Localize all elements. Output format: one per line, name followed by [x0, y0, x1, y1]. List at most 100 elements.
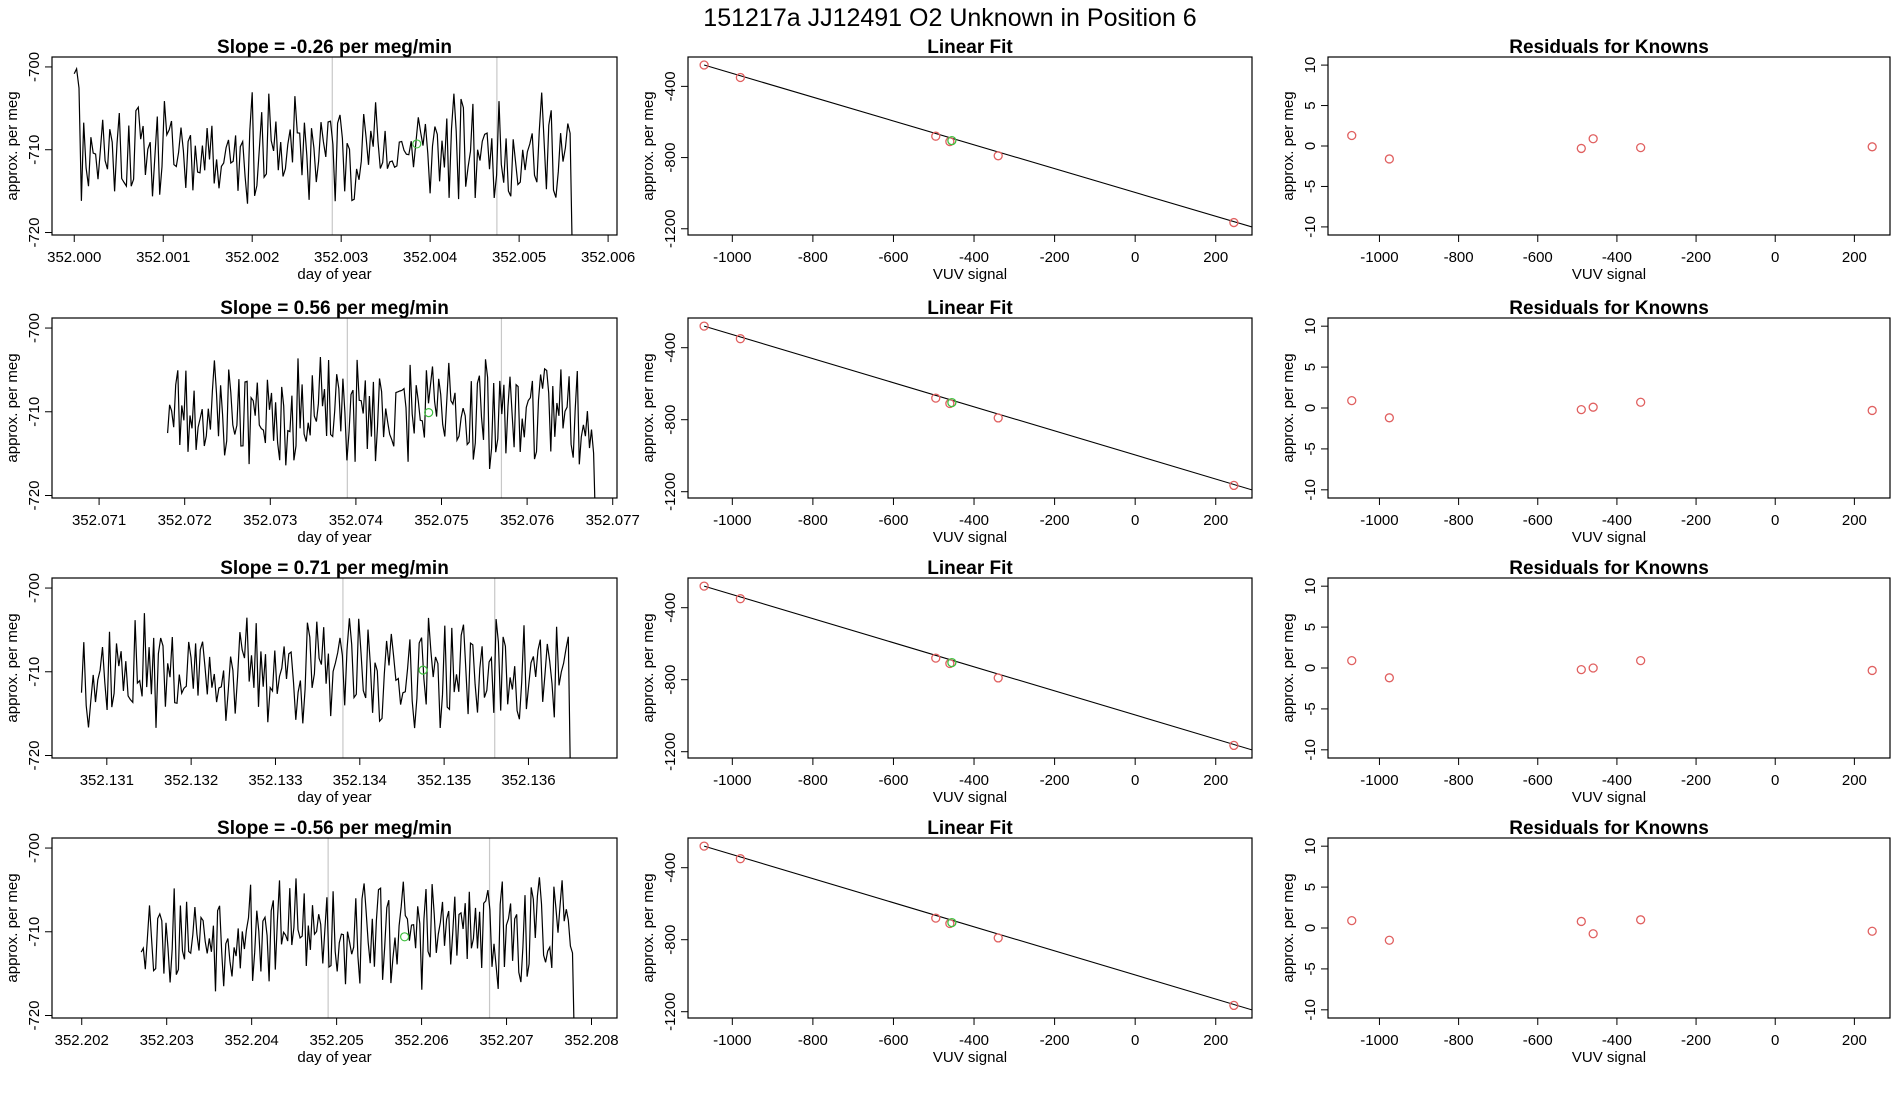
x-tick-label: 352.001 [136, 249, 190, 266]
y-tick-label: 5 [1302, 883, 1319, 891]
data-line [140, 877, 575, 1018]
y-axis-label: approx. per meg [1280, 353, 1297, 462]
y-tick-label: -710 [26, 917, 43, 947]
x-tick-label: -1000 [1360, 772, 1398, 789]
data-point [699, 581, 709, 591]
data-point [1867, 665, 1877, 676]
data-point [735, 72, 746, 83]
plot-panel: Linear Fit -1000 -800 -600 -400 -200 0 200 -1200… [640, 298, 1253, 546]
data-point [1229, 480, 1239, 491]
x-tick-label: 352.202 [55, 1032, 109, 1049]
plot-title: Linear Fit [927, 558, 1013, 579]
y-tick-label: -700 [26, 52, 43, 82]
x-tick-label: -800 [1444, 512, 1474, 529]
x-tick-label: -800 [798, 1032, 828, 1049]
data-point [1229, 740, 1239, 751]
x-tick-label: 200 [1203, 1032, 1228, 1049]
unknown-point [947, 657, 957, 668]
y-tick-label: -1200 [662, 473, 679, 511]
plot-area [699, 321, 1252, 491]
x-tick-label: -400 [1602, 249, 1632, 266]
data-point [1867, 926, 1877, 936]
y-tick-label: -400 [662, 853, 679, 883]
y-tick-label: -5 [1302, 180, 1319, 193]
x-axis-label: VUV signal [933, 529, 1007, 546]
x-tick-label: 352.073 [243, 512, 297, 529]
unknown-point [424, 408, 434, 418]
x-tick-label: 200 [1203, 512, 1228, 529]
data-point [1588, 929, 1598, 939]
x-tick-label: -800 [1444, 1032, 1474, 1049]
plot-frame [687, 56, 1253, 236]
plot-panel: Residuals for Knowns-1000 -800 -600 -400 -20… [1280, 558, 1891, 806]
data-point [735, 334, 746, 344]
data-point [1588, 134, 1598, 144]
x-tick-label: 352.006 [581, 249, 635, 266]
x-tick-label: -1000 [713, 249, 751, 266]
fit-line [703, 325, 1252, 491]
plot-title: Residuals for Knowns [1509, 37, 1709, 58]
x-tick-label: 0 [1131, 772, 1139, 789]
plot-frame [687, 837, 1253, 1019]
x-tick-label: 200 [1842, 512, 1867, 529]
plot-title: Residuals for Knowns [1509, 298, 1709, 319]
y-tick-label: -700 [26, 313, 43, 343]
y-tick-label: -800 [662, 665, 679, 695]
plot-panel: Residuals for Knowns-1000 -800 -600 -400 -20… [1280, 298, 1891, 546]
data-point [735, 854, 746, 864]
x-tick-label: 200 [1842, 772, 1867, 789]
y-tick-label: -10 [1302, 999, 1319, 1021]
x-tick-label: 352.000 [47, 249, 101, 266]
y-tick-label: -1200 [662, 993, 679, 1031]
data-point [1347, 915, 1357, 926]
x-tick-label: 352.206 [394, 1032, 448, 1049]
x-axis-label: VUV signal [1572, 1049, 1646, 1066]
data-point [1384, 154, 1394, 164]
y-tick-label: 10 [1302, 57, 1319, 74]
unknown-point [947, 136, 957, 146]
data-point [1347, 395, 1357, 406]
data-point [993, 413, 1003, 423]
plot-area [699, 581, 1252, 751]
plot-panel: Residuals for Knowns-1000 -800 -600 -400 -20… [1280, 818, 1891, 1066]
x-tick-label: 352.134 [333, 772, 387, 789]
y-tick-label: -720 [26, 740, 43, 770]
x-tick-label: -600 [878, 249, 908, 266]
y-tick-label: 10 [1302, 578, 1319, 595]
plot-panel: Slope = -0.26 per meg/min 352.000 352.001 3… [4, 37, 635, 283]
y-tick-label: 0 [1302, 924, 1319, 932]
x-axis-label: VUV signal [933, 1049, 1007, 1066]
x-tick-label: -600 [1523, 1032, 1553, 1049]
x-tick-label: 352.072 [158, 512, 212, 529]
plot-panel: Residuals for Knowns-1000 -800 -600 -400 -20… [1280, 37, 1891, 283]
x-tick-label: -600 [1523, 512, 1553, 529]
x-tick-label: 0 [1771, 772, 1779, 789]
x-tick-label: -400 [1602, 772, 1632, 789]
x-axis-label: VUV signal [933, 266, 1007, 283]
data-line [80, 613, 571, 758]
y-axis-label: approx. per meg [640, 873, 657, 982]
data-point [1636, 397, 1646, 407]
x-axis-label: day of year [297, 266, 371, 283]
x-tick-label: -400 [1602, 1032, 1632, 1049]
data-point [931, 913, 941, 923]
plot-area [699, 841, 1252, 1011]
x-tick-label: 352.131 [80, 772, 134, 789]
x-tick-label: 0 [1131, 1032, 1139, 1049]
y-axis-label: approx. per meg [4, 613, 21, 722]
x-tick-label: 352.132 [164, 772, 218, 789]
x-tick-label: -600 [1523, 772, 1553, 789]
plot-frame [687, 317, 1253, 499]
data-point [1636, 655, 1646, 666]
x-tick-label: -800 [1444, 249, 1474, 266]
x-axis-label: VUV signal [1572, 266, 1646, 283]
y-tick-label: -10 [1302, 216, 1319, 238]
data-point [931, 131, 941, 141]
x-tick-label: -1000 [1360, 249, 1398, 266]
x-tick-label: -200 [1040, 772, 1070, 789]
data-point [1576, 664, 1586, 675]
data-point [735, 594, 746, 604]
x-axis-label: VUV signal [1572, 789, 1646, 806]
y-tick-label: -10 [1302, 479, 1319, 501]
x-tick-label: 0 [1771, 249, 1779, 266]
